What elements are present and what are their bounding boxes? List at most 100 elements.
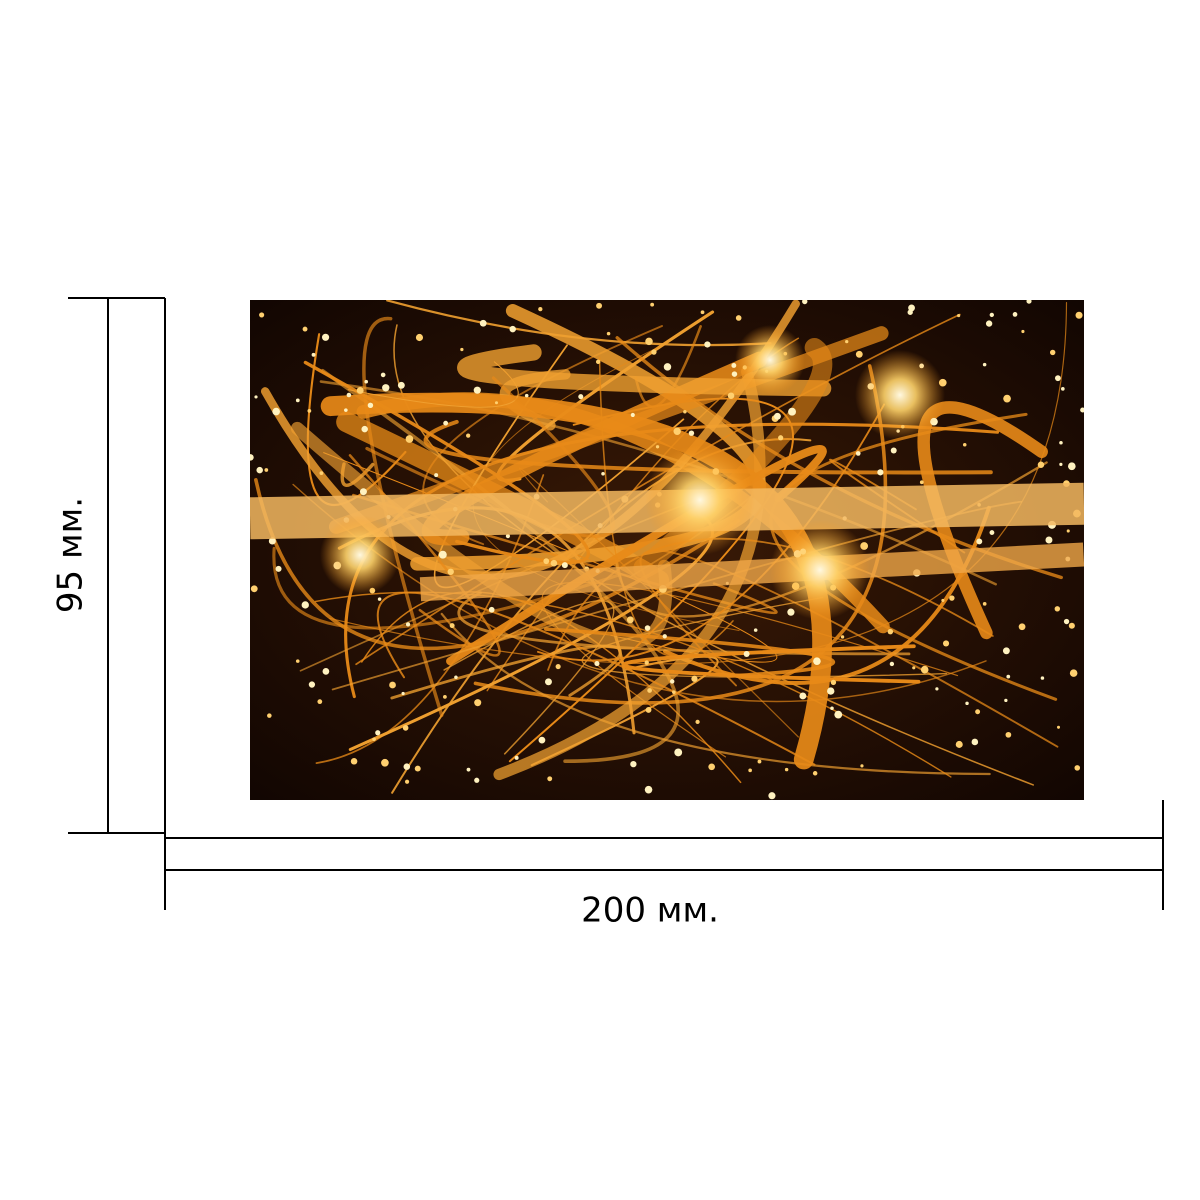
bulb xyxy=(543,558,550,565)
light-glow xyxy=(320,515,400,595)
bulb xyxy=(889,661,895,667)
bulb xyxy=(488,606,495,613)
photo xyxy=(250,300,1084,800)
wire xyxy=(457,344,832,397)
bulb xyxy=(655,445,660,449)
bulb xyxy=(1045,536,1053,544)
bulb xyxy=(596,302,603,309)
bulb xyxy=(731,363,737,368)
bulb xyxy=(264,468,269,472)
bulb xyxy=(434,473,439,478)
bulb xyxy=(813,657,821,665)
wire xyxy=(340,462,375,487)
light-glow xyxy=(645,445,755,555)
bulb xyxy=(1054,606,1061,612)
bulb xyxy=(250,454,254,461)
bulb xyxy=(1056,725,1061,729)
wire xyxy=(314,591,952,778)
bulb xyxy=(630,412,635,418)
bulb xyxy=(254,395,258,399)
bulb xyxy=(275,565,282,572)
bulb xyxy=(644,785,653,794)
bulb xyxy=(350,757,358,765)
bulb xyxy=(949,595,955,601)
bulb xyxy=(773,412,781,420)
bulb xyxy=(877,469,884,476)
bulb xyxy=(942,640,950,647)
light-glow xyxy=(735,325,805,395)
bulb xyxy=(645,337,653,346)
bulb xyxy=(415,333,424,342)
bulb xyxy=(538,306,543,312)
bulb xyxy=(319,471,324,476)
bulb xyxy=(920,665,929,674)
bulb xyxy=(630,760,637,768)
bulb xyxy=(982,601,987,606)
bulb xyxy=(302,326,308,332)
bulb xyxy=(361,425,368,433)
bulb xyxy=(688,430,695,436)
bulb xyxy=(662,634,667,639)
bulb xyxy=(414,765,421,772)
bulb xyxy=(672,690,676,694)
bulb xyxy=(601,472,605,476)
bulb xyxy=(834,710,843,719)
bulb xyxy=(1002,647,1010,655)
bulb xyxy=(669,679,675,684)
bulb xyxy=(272,407,280,416)
bulb xyxy=(830,706,834,711)
wire xyxy=(344,422,1000,699)
bulb xyxy=(799,692,807,700)
bulb xyxy=(317,699,323,705)
bulb xyxy=(1080,407,1084,413)
bulb xyxy=(955,740,963,748)
bulb xyxy=(301,601,309,609)
bulb xyxy=(748,768,752,773)
bulb xyxy=(887,628,894,635)
bulb xyxy=(454,675,458,680)
bulb xyxy=(941,598,945,602)
bulb xyxy=(731,371,738,377)
bulb xyxy=(683,410,687,414)
bulb xyxy=(957,314,961,318)
bulb xyxy=(405,435,414,443)
bulb xyxy=(473,386,481,394)
bulb xyxy=(322,667,330,675)
bulb xyxy=(524,393,529,398)
bulb xyxy=(256,466,263,474)
bulb xyxy=(594,661,600,667)
bulb xyxy=(259,312,265,318)
wire xyxy=(622,644,921,684)
bulb xyxy=(674,748,683,757)
bulb xyxy=(1049,349,1056,356)
bulb xyxy=(1003,394,1011,403)
bulb xyxy=(651,349,657,355)
bulb xyxy=(700,310,705,315)
bulb xyxy=(538,736,546,744)
bulb xyxy=(971,738,979,746)
bulb xyxy=(855,451,861,456)
bulb xyxy=(344,408,348,412)
bulb xyxy=(1059,462,1063,466)
bulb xyxy=(985,320,993,327)
wire xyxy=(315,474,545,764)
bulb xyxy=(267,713,272,718)
wire xyxy=(352,493,778,615)
bulb xyxy=(1066,529,1070,533)
bulb xyxy=(311,352,316,357)
bulb xyxy=(595,359,601,365)
bulb xyxy=(1026,300,1032,304)
bulb xyxy=(784,767,789,772)
width-label: 200 мм. xyxy=(581,891,719,931)
bulb xyxy=(447,568,454,575)
bulb xyxy=(479,319,487,327)
bulb xyxy=(494,401,499,405)
bulb xyxy=(443,420,449,426)
bulb xyxy=(466,767,471,772)
bulb xyxy=(380,372,386,378)
bulb xyxy=(359,488,367,496)
bulb xyxy=(778,435,784,441)
bulb xyxy=(466,433,471,438)
bulb xyxy=(647,688,652,693)
